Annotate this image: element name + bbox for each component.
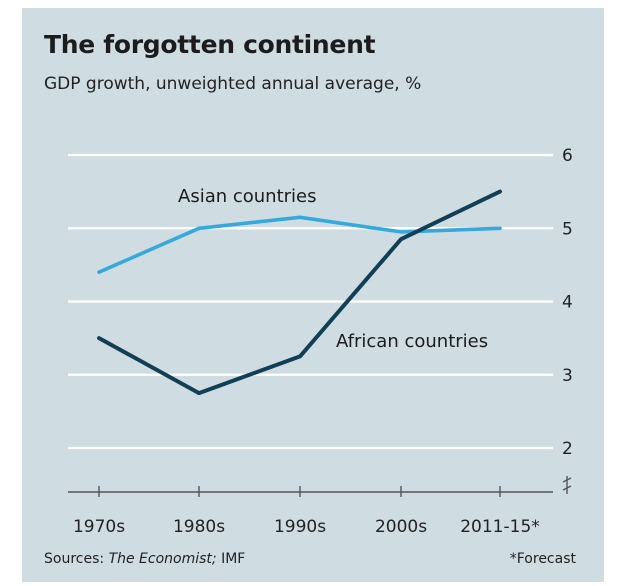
- y-tick-label: 5: [562, 219, 573, 239]
- x-tick-label: 2000s: [375, 517, 427, 537]
- series-labels: Asian countries African countries: [178, 186, 488, 352]
- y-tick-label: 2: [562, 439, 573, 459]
- forecast-footnote: *Forecast: [509, 551, 576, 567]
- y-tick-label: 3: [562, 366, 573, 386]
- x-tick-label: 1990s: [274, 517, 326, 537]
- x-tick-label: 1970s: [73, 517, 125, 537]
- y-tick-label: 6: [562, 146, 573, 166]
- source-org: IMF: [221, 551, 246, 567]
- series-lines: [97, 189, 502, 396]
- axis-break-icon: [562, 476, 572, 494]
- series-line-1: [97, 189, 502, 396]
- y-tick-labels: 2 3 4 5 6: [562, 146, 573, 459]
- x-tick-label: 1980s: [173, 517, 225, 537]
- chart-subtitle: GDP growth, unweighted annual average, %: [44, 74, 422, 94]
- series-line-0: [97, 215, 502, 275]
- series-label-asian: Asian countries: [178, 186, 317, 207]
- series-label-african: African countries: [336, 331, 488, 352]
- y-tick-label: 4: [562, 293, 573, 313]
- x-tick-labels: 1970s 1980s 1990s 2000s 2011-15*: [73, 517, 540, 537]
- source-prefix: Sources:: [44, 551, 105, 567]
- source-publication: The Economist;: [108, 551, 217, 567]
- chart-panel: [22, 8, 604, 582]
- chart-title: The forgotten continent: [44, 30, 376, 59]
- x-axis: [68, 476, 572, 497]
- source-note: Sources: The Economist; IMF: [44, 551, 245, 567]
- x-tick-label: 2011-15*: [460, 517, 540, 537]
